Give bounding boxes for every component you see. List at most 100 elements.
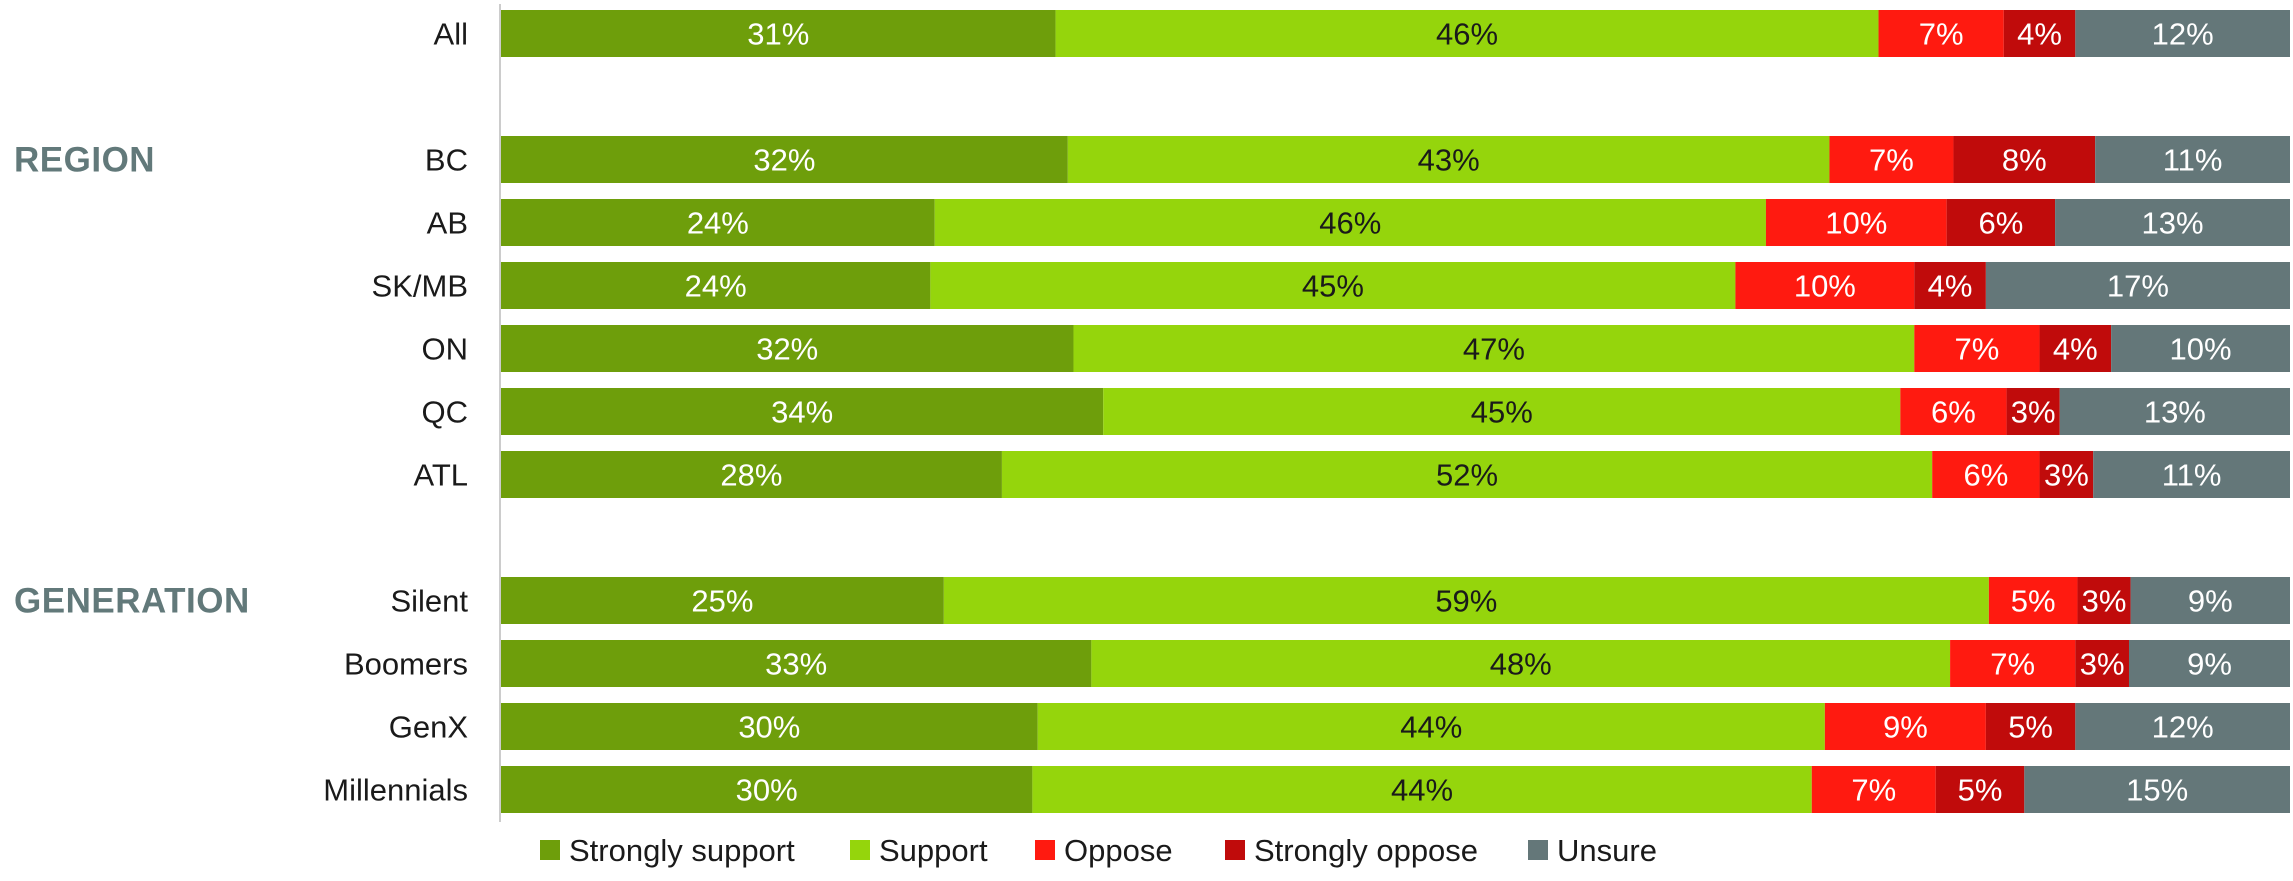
category-label: Millennials bbox=[323, 773, 468, 808]
legend-label: Strongly support bbox=[569, 833, 795, 868]
data-label-unsure: 11% bbox=[2163, 143, 2223, 178]
bar-segment-unsure bbox=[2095, 136, 2290, 183]
bar-segment-unsure bbox=[2024, 766, 2290, 813]
data-label-strongly-oppose: 3% bbox=[2080, 647, 2125, 682]
data-label-support: 59% bbox=[1435, 584, 1497, 619]
bar-segment-strongly-oppose bbox=[1935, 766, 2025, 813]
bar-segment-oppose bbox=[1824, 703, 1986, 750]
data-label-unsure: 12% bbox=[2152, 17, 2214, 52]
bar-segment-strongly-support bbox=[501, 136, 1068, 183]
data-label-strongly-support: 30% bbox=[738, 710, 800, 745]
bar-segment-oppose bbox=[1900, 388, 2007, 435]
bar-row-all: All 31% 46% 7% 4% 12% bbox=[434, 10, 2290, 57]
bar-row-genx: GenX 30% 44% 9% 5% 12% bbox=[389, 703, 2290, 750]
data-label-strongly-support: 28% bbox=[720, 458, 782, 493]
legend-item-oppose: Oppose bbox=[1035, 833, 1173, 868]
bar-segment-unsure bbox=[2111, 325, 2290, 372]
data-label-oppose: 9% bbox=[1883, 710, 1928, 745]
bar-segment-support bbox=[1055, 10, 1879, 57]
category-label: Silent bbox=[390, 584, 468, 619]
data-label-oppose: 7% bbox=[1869, 143, 1914, 178]
bar-row-on: ON 32% 47% 7% 4% 10% bbox=[422, 325, 2290, 372]
legend-swatch bbox=[850, 840, 870, 860]
group-label-generation: GENERATION bbox=[14, 582, 250, 621]
data-label-support: 44% bbox=[1400, 710, 1462, 745]
bar-segment-unsure bbox=[2093, 451, 2290, 498]
bar-segment-strongly-oppose bbox=[1953, 136, 2096, 183]
bar-segment-support bbox=[934, 199, 1766, 246]
data-label-strongly-oppose: 4% bbox=[2017, 17, 2062, 52]
bar-segment-strongly-support bbox=[501, 703, 1038, 750]
data-label-oppose: 5% bbox=[2011, 584, 2056, 619]
data-label-strongly-support: 24% bbox=[687, 206, 749, 241]
bar-segment-support bbox=[943, 577, 1989, 624]
data-label-strongly-oppose: 5% bbox=[2008, 710, 2053, 745]
category-label: GenX bbox=[389, 710, 469, 745]
data-label-strongly-oppose: 6% bbox=[1978, 206, 2023, 241]
bar-segment-strongly-support bbox=[501, 640, 1092, 687]
data-label-oppose: 10% bbox=[1794, 269, 1856, 304]
bar-segment-unsure bbox=[1985, 262, 2290, 309]
legend-item-unsure: Unsure bbox=[1528, 833, 1657, 868]
bar-segment-oppose bbox=[1950, 640, 2076, 687]
bar-row-bc: BC 32% 43% 7% 8% 11% bbox=[425, 136, 2290, 183]
data-label-unsure: 12% bbox=[2152, 710, 2214, 745]
category-label: ATL bbox=[413, 458, 468, 493]
bar-row-millennials: Millennials 30% 44% 7% 5% 15% bbox=[323, 766, 2290, 813]
bar-segment-unsure bbox=[2055, 199, 2290, 246]
data-label-strongly-oppose: 8% bbox=[2002, 143, 2047, 178]
data-label-support: 47% bbox=[1463, 332, 1525, 367]
bar-segment-strongly-oppose bbox=[2003, 10, 2076, 57]
bar-segment-strongly-oppose bbox=[2077, 577, 2131, 624]
bar-segment-strongly-oppose bbox=[2039, 451, 2094, 498]
legend-item-strongly-oppose: Strongly oppose bbox=[1225, 833, 1478, 868]
bar-segment-strongly-support bbox=[501, 262, 931, 309]
bar-segment-strongly-oppose bbox=[2006, 388, 2060, 435]
data-label-unsure: 13% bbox=[2144, 395, 2206, 430]
data-label-support: 45% bbox=[1471, 395, 1533, 430]
data-label-strongly-oppose: 3% bbox=[2044, 458, 2089, 493]
data-label-support: 52% bbox=[1436, 458, 1498, 493]
data-label-unsure: 10% bbox=[2170, 332, 2232, 367]
data-label-unsure: 17% bbox=[2107, 269, 2169, 304]
bar-segment-support bbox=[1037, 703, 1825, 750]
data-label-strongly-support: 33% bbox=[765, 647, 827, 682]
data-label-strongly-support: 32% bbox=[756, 332, 818, 367]
data-label-oppose: 7% bbox=[1851, 773, 1896, 808]
bar-segment-oppose bbox=[1765, 199, 1947, 246]
data-label-strongly-support: 31% bbox=[747, 17, 809, 52]
legend-swatch bbox=[1528, 840, 1548, 860]
data-label-strongly-oppose: 4% bbox=[2053, 332, 2098, 367]
bar-segment-strongly-oppose bbox=[1946, 199, 2056, 246]
bar-segment-support bbox=[1001, 451, 1933, 498]
legend-swatch bbox=[1035, 840, 1055, 860]
bar-segment-support bbox=[1091, 640, 1951, 687]
bar-segment-oppose bbox=[1829, 136, 1954, 183]
bar-segment-strongly-oppose bbox=[1914, 262, 1986, 309]
bar-row-boomers: Boomers 33% 48% 7% 3% 9% bbox=[344, 640, 2290, 687]
legend-label: Unsure bbox=[1557, 833, 1657, 868]
bar-segment-strongly-oppose bbox=[1985, 703, 2076, 750]
bar-row-ab: AB 24% 46% 10% 6% 13% bbox=[427, 199, 2290, 246]
category-label: All bbox=[434, 17, 468, 52]
data-label-support: 44% bbox=[1391, 773, 1453, 808]
bar-segment-unsure bbox=[2130, 577, 2290, 624]
bar-segment-strongly-support bbox=[501, 451, 1002, 498]
data-label-oppose: 6% bbox=[1963, 458, 2008, 493]
bar-segment-strongly-oppose bbox=[2039, 325, 2112, 372]
category-label: QC bbox=[422, 395, 469, 430]
bar-row-atl: ATL 28% 52% 6% 3% 11% bbox=[413, 451, 2290, 498]
bar-segment-strongly-support bbox=[501, 199, 935, 246]
data-label-oppose: 7% bbox=[1955, 332, 2000, 367]
data-label-unsure: 9% bbox=[2188, 584, 2233, 619]
data-label-unsure: 15% bbox=[2126, 773, 2188, 808]
data-label-support: 48% bbox=[1490, 647, 1552, 682]
legend-item-strongly-support: Strongly support bbox=[540, 833, 795, 868]
category-label: BC bbox=[425, 143, 468, 178]
bar-segment-strongly-support bbox=[501, 388, 1104, 435]
data-label-support: 45% bbox=[1302, 269, 1364, 304]
bar-segment-oppose bbox=[1914, 325, 2040, 372]
bar-segment-unsure bbox=[2059, 388, 2290, 435]
bar-segment-oppose bbox=[1811, 766, 1936, 813]
